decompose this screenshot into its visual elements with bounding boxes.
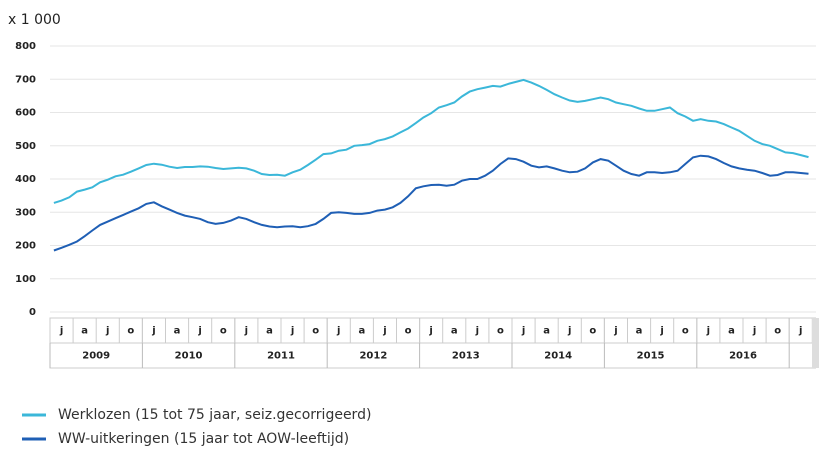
legend-label: WW-uitkeringen (15 jaar tot AOW-leeftijd…: [58, 431, 349, 447]
y-unit-label: x 1 000: [8, 12, 61, 28]
y-tick-label: 600: [15, 108, 36, 119]
year-label: 2011: [267, 351, 295, 362]
quarter-label: a: [358, 326, 365, 337]
year-label: 2015: [637, 351, 665, 362]
quarter-label: j: [567, 326, 571, 337]
y-tick-label: 400: [15, 174, 36, 185]
quarter-label: j: [475, 326, 479, 337]
quarter-label: j: [521, 326, 525, 337]
year-label: 2012: [359, 351, 387, 362]
quarter-label: j: [659, 326, 663, 337]
quarter-label: o: [589, 326, 596, 337]
quarter-label: j: [59, 326, 63, 337]
y-tick-label: 500: [15, 141, 36, 152]
y-tick-label: 800: [15, 41, 36, 52]
quarter-label: o: [774, 326, 781, 337]
quarter-label: j: [197, 326, 201, 337]
quarter-label: a: [728, 326, 735, 337]
quarter-label: o: [682, 326, 689, 337]
quarter-label: j: [290, 326, 294, 337]
quarter-label: j: [382, 326, 386, 337]
quarter-label: j: [613, 326, 617, 337]
quarter-label: j: [244, 326, 248, 337]
y-tick-label: 300: [15, 207, 36, 218]
quarter-label: a: [543, 326, 550, 337]
quarter-label: j: [428, 326, 432, 337]
quarter-label: a: [174, 326, 181, 337]
line: [53, 154, 809, 252]
quarter-label: a: [81, 326, 88, 337]
year-label: 2014: [544, 351, 572, 362]
y-tick-label: 0: [29, 307, 36, 318]
quarter-label: j: [151, 326, 155, 337]
quarter-label: o: [220, 326, 227, 337]
y-tick-label: 200: [15, 241, 36, 252]
quarter-label: o: [405, 326, 412, 337]
quarter-label: j: [336, 326, 340, 337]
legend-label: Werklozen (15 tot 75 jaar, seiz.gecorrig…: [58, 407, 371, 423]
quarter-label: j: [752, 326, 756, 337]
quarter-label: j: [798, 326, 802, 337]
quarter-label: a: [266, 326, 273, 337]
quarter-label: o: [312, 326, 319, 337]
y-tick-label: 700: [15, 74, 36, 85]
plot: 2009 j a j o 2010 j a j o 2011 j a j o 2012 j a j o 2013 j a j o…: [49, 45, 816, 369]
y-tick-label: 100: [15, 274, 36, 285]
year-label: 2016: [729, 351, 757, 362]
quarter-label: a: [636, 326, 643, 337]
year-label: 2013: [452, 351, 480, 362]
quarter-label: j: [105, 326, 109, 337]
scroll-edge: [812, 318, 819, 368]
quarter-label: o: [127, 326, 134, 337]
quarter-label: o: [497, 326, 504, 337]
quarter-label: j: [706, 326, 710, 337]
year-label: 2010: [175, 351, 203, 362]
line: [53, 78, 809, 204]
quarter-label: a: [451, 326, 458, 337]
year-label: 2009: [82, 351, 110, 362]
